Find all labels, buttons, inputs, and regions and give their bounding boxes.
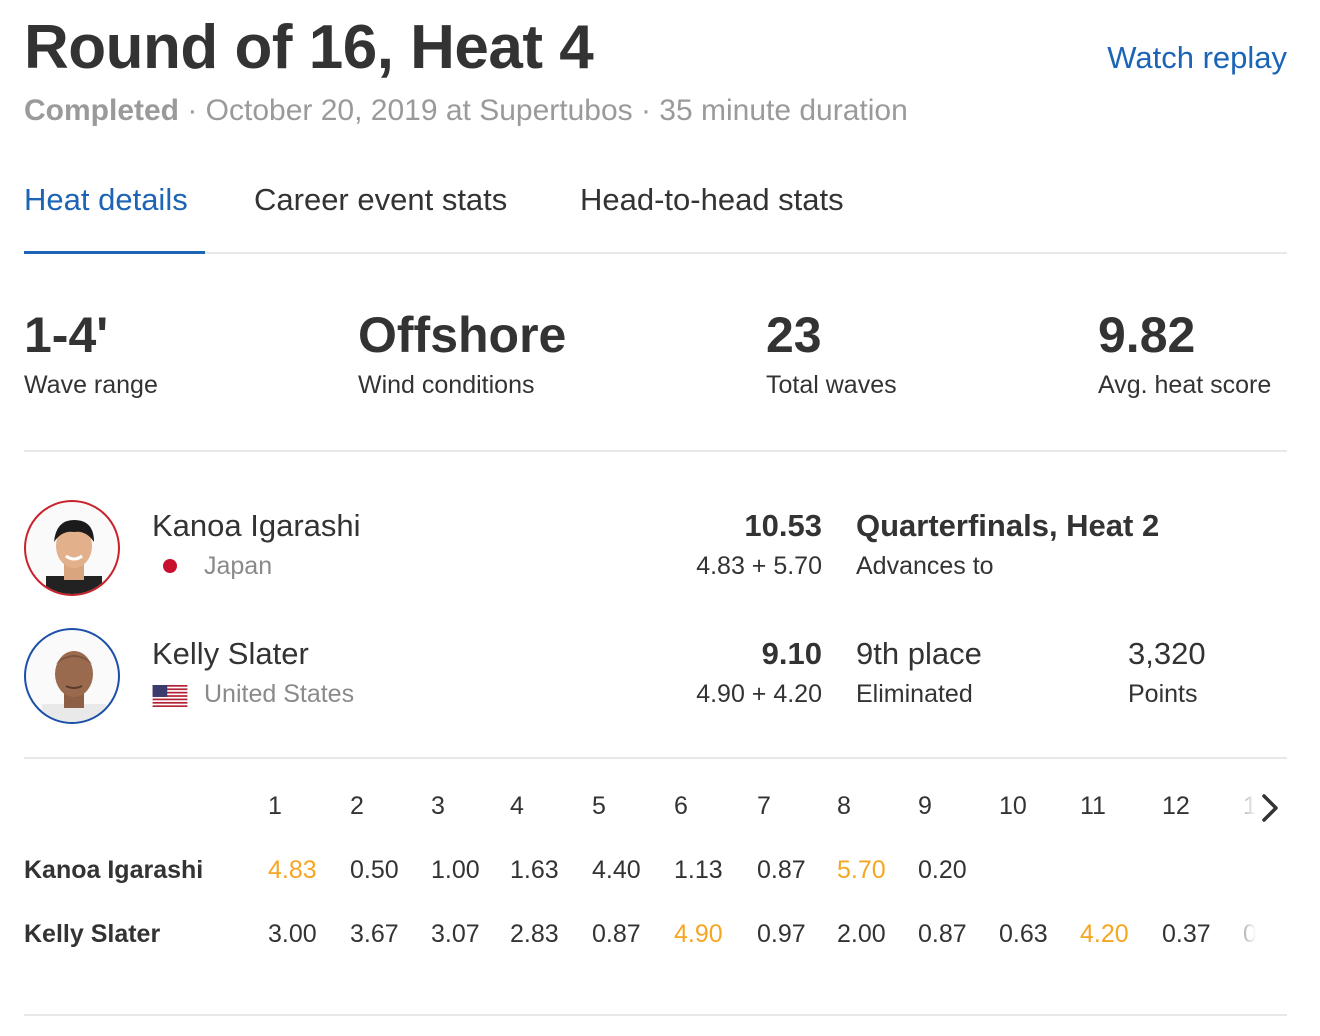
chevron-right-icon[interactable] (1256, 790, 1284, 826)
event-points-label: Points (1128, 680, 1198, 708)
wave-number-header: 9 (918, 792, 932, 820)
counting-wave-score: 4.20 (1080, 920, 1129, 948)
stat-label: Wind conditions (358, 371, 535, 399)
heat-result-label: Eliminated (856, 680, 973, 708)
section-divider (24, 1014, 1287, 1016)
watch-replay-link[interactable]: Watch replay (1107, 40, 1287, 75)
surfer-country: United States (204, 680, 355, 708)
wave-score: 3.67 (350, 920, 399, 948)
wave-score: 3.07 (431, 920, 480, 948)
wave-number-header: 1 (268, 792, 282, 820)
avatar (24, 500, 120, 596)
wave-scores-table: Kanoa Igarashi Kelly Slater 1 2 3 4 5 6 7 8 9 10 1… (24, 780, 1262, 970)
heat-status: Completed (24, 94, 180, 127)
stat-wave-range: 1-4' Wave range (24, 305, 158, 400)
wave-score: 1.00 (431, 856, 480, 884)
wave-score: 0.87 (918, 920, 967, 948)
stat-value: 1-4' (24, 307, 109, 363)
wave-number-header: 2 (350, 792, 364, 820)
counting-waves: 4.83 + 5.70 (696, 552, 822, 580)
wave-number-header: 10 (999, 792, 1027, 820)
page-title: Round of 16, Heat 4 (24, 13, 594, 82)
stat-label: Wave range (24, 371, 158, 399)
wave-number-header: 8 (837, 792, 851, 820)
wave-number-header: 5 (592, 792, 606, 820)
scroll-fade (1222, 780, 1262, 970)
wave-score: 2.83 (510, 920, 559, 948)
wave-row-name: Kelly Slater (24, 920, 161, 948)
surfer-row-kanoa-igarashi[interactable]: Kanoa Igarashi Japan 10.53 4.83 + 5.70 Q… (24, 500, 1287, 596)
heat-total: 9.10 (761, 636, 822, 671)
wave-score: 0.37 (1162, 920, 1211, 948)
wave-number-header: 7 (757, 792, 771, 820)
wave-score: 0.97 (757, 920, 806, 948)
heat-result[interactable]: Quarterfinals, Heat 2 (856, 508, 1160, 543)
wave-score: 2.00 (837, 920, 886, 948)
stat-value: 9.82 (1098, 307, 1196, 363)
counting-wave-score: 4.83 (268, 856, 317, 884)
wave-score: 0.50 (350, 856, 399, 884)
tab-head-to-head-stats[interactable]: Head-to-head stats (580, 182, 844, 217)
usa-flag-icon (152, 685, 188, 707)
wave-score: 1.13 (674, 856, 723, 884)
wave-number-header: 12 (1162, 792, 1190, 820)
counting-waves: 4.90 + 4.20 (696, 680, 822, 708)
wave-number-header: 11 (1080, 792, 1106, 820)
japan-flag-icon (163, 559, 177, 573)
avatar (24, 628, 120, 724)
heat-total: 10.53 (744, 508, 822, 543)
counting-wave-score: 5.70 (837, 856, 886, 884)
wave-score: 0.63 (999, 920, 1048, 948)
stat-value: 23 (766, 307, 822, 363)
heat-result: 9th place (856, 636, 982, 671)
stat-label: Avg. heat score (1098, 371, 1272, 399)
wave-score: 4.40 (592, 856, 641, 884)
stat-wind-conditions: Offshore Wind conditions (358, 305, 566, 400)
counting-wave-score: 4.90 (674, 920, 723, 948)
heat-stats: 1-4' Wave range Offshore Wind conditions… (24, 305, 1287, 452)
heat-result-label: Advances to (856, 552, 994, 580)
stat-avg-heat-score: 9.82 Avg. heat score (1098, 305, 1271, 400)
heat-details: · October 20, 2019 at Supertubos · 35 mi… (179, 94, 908, 127)
surfer-name[interactable]: Kelly Slater (152, 636, 309, 671)
stat-value: Offshore (358, 307, 567, 363)
surfer-country: Japan (204, 552, 273, 580)
wave-score: 0.20 (918, 856, 967, 884)
wave-number-header: 3 (431, 792, 445, 820)
event-points: 3,320 (1128, 636, 1206, 671)
stat-total-waves: 23 Total waves (766, 305, 897, 400)
wave-score: 0.87 (757, 856, 806, 884)
wave-row-name: Kanoa Igarashi (24, 856, 204, 884)
wave-number-header: 6 (674, 792, 688, 820)
wave-score: 3.00 (268, 920, 317, 948)
heat-meta: Completed · October 20, 2019 at Supertub… (24, 94, 908, 128)
section-divider (24, 757, 1287, 759)
wave-number-header: 4 (510, 792, 524, 820)
tab-career-event-stats[interactable]: Career event stats (254, 182, 508, 217)
tab-bar: Heat details Career event stats Head-to-… (24, 176, 1287, 254)
wave-score: 0.87 (592, 920, 641, 948)
surfer-row-kelly-slater[interactable]: Kelly Slater United States 9.10 4.90 + 4… (24, 628, 1287, 724)
active-tab-indicator (24, 251, 205, 254)
stat-label: Total waves (766, 371, 897, 399)
wave-score: 1.63 (510, 856, 559, 884)
tab-heat-details[interactable]: Heat details (24, 182, 188, 217)
surfer-name[interactable]: Kanoa Igarashi (152, 508, 361, 543)
